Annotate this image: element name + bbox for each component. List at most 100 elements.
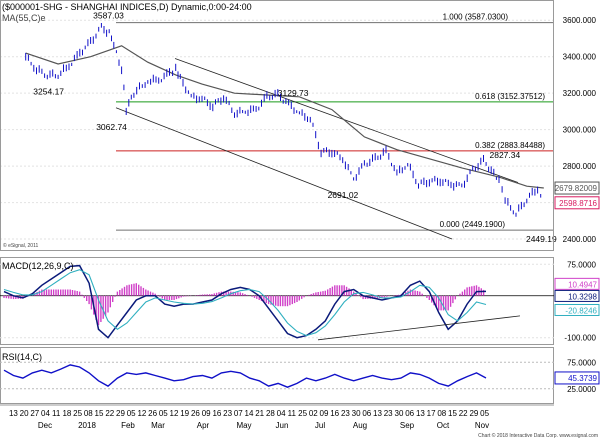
x-day-label: 06	[362, 409, 371, 418]
x-day-label: 17	[427, 409, 436, 418]
x-day-label: 15	[448, 409, 457, 418]
trend-channel	[115, 58, 519, 240]
x-day-label: 11	[52, 409, 61, 418]
price-value-badge-text: 2679.82009	[555, 184, 598, 193]
x-day-label: 12	[137, 409, 146, 418]
channel-upper-line	[174, 58, 519, 183]
x-day-label: 05	[480, 409, 489, 418]
price-y-tick: 2400.000	[563, 235, 597, 244]
x-day-label: 23	[384, 409, 393, 418]
footer-text: Chart © 2018 Interactive Data Corp. www.…	[478, 432, 598, 439]
rsi-value-badges: 45.3739	[554, 371, 600, 385]
x-day-label: 25	[73, 409, 82, 418]
rsi-grid	[0, 361, 554, 390]
x-day-label: 21	[255, 409, 264, 418]
channel-lower-line	[115, 107, 453, 240]
rsi-title: RSI(14,C)	[2, 352, 42, 362]
x-day-label: 08	[437, 409, 446, 418]
x-day-label: 12	[170, 409, 179, 418]
price-annotation: 2449.19	[526, 234, 557, 244]
price-annotation: 2827.34	[489, 150, 520, 160]
x-month-label: Dec	[38, 421, 52, 430]
rsi-y-axis: 75.0000 25.0000	[567, 358, 596, 394]
x-day-label: 16	[330, 409, 339, 418]
macd-panel-border	[0, 257, 554, 345]
x-day-label: 08	[84, 409, 93, 418]
price-y-tick: 3200.000	[563, 89, 597, 98]
x-day-label: 27	[30, 409, 39, 418]
price-panel: 1.000 (3587.0300) 0.618 (3152.37512) 0.382…	[0, 0, 600, 251]
x-month-label: Apr	[197, 421, 210, 430]
x-day-label: 15	[95, 409, 104, 418]
macd-value-badge	[554, 303, 600, 316]
x-month-label: Jun	[276, 421, 289, 430]
x-day-label: 11	[288, 409, 297, 418]
x-day-label: 09	[202, 409, 211, 418]
ma-line	[25, 45, 544, 189]
x-day-label: 22	[105, 409, 114, 418]
x-day-label: 04	[41, 409, 50, 418]
x-day-label: 29	[116, 409, 125, 418]
price-y-tick: 3400.000	[563, 53, 597, 62]
x-day-label: 22	[459, 409, 468, 418]
x-day-label: 18	[62, 409, 71, 418]
macd-y-tick: -100.000	[564, 334, 596, 343]
macd-value-badges: 10.4947 10.3298 -20.8246	[554, 277, 600, 316]
x-day-label: 28	[266, 409, 275, 418]
macd-value-badge	[554, 289, 600, 302]
x-axis-month-labels: Dec 2018 Feb Mar Apr May Jun Jul Aug Sep Oct Nov	[38, 421, 489, 430]
x-month-label: 2018	[78, 421, 96, 430]
macd-y-tick: 75.0000	[567, 260, 596, 269]
x-axis: 13 20 27 04 11 18 25 08 15 22 29 05 12 26 05 12 19 26 09 16…	[0, 404, 554, 430]
rsi-y-tick: 25.0000	[567, 385, 596, 394]
copyright-text: © eSignal, 2011	[3, 242, 39, 249]
x-month-label: Sep	[400, 421, 415, 430]
price-y-tick: 3000.000	[563, 126, 597, 135]
fib-level-label: 0.382 (2883.84488)	[475, 141, 545, 150]
price-bars	[25, 23, 542, 217]
x-day-label: 30	[395, 409, 404, 418]
x-day-label: 09	[320, 409, 329, 418]
rsi-y-tick: 75.0000	[567, 358, 596, 367]
price-annotation: 3129.73	[278, 88, 309, 98]
price-value-badge	[554, 196, 600, 210]
x-day-label: 13	[416, 409, 425, 418]
x-day-label: 30	[352, 409, 361, 418]
x-day-label: 05	[159, 409, 168, 418]
x-day-label: 23	[341, 409, 350, 418]
x-day-label: 25	[298, 409, 307, 418]
rsi-value-badge-text: 45.3739	[568, 374, 597, 383]
macd-signal-line	[3, 269, 487, 337]
price-annotation: 3587.03	[93, 11, 124, 21]
x-day-label: 29	[469, 409, 478, 418]
fib-level-label: 1.000 (3587.0300)	[443, 13, 509, 22]
rsi-line	[3, 364, 487, 388]
rsi-panel: 75.0000 25.0000 45.3739 RSI(14,C)	[0, 347, 600, 404]
price-panel-border	[0, 0, 554, 251]
price-y-tick: 3600.000	[563, 16, 597, 25]
x-day-label: 14	[245, 409, 254, 418]
price-value-badge	[554, 181, 600, 195]
macd-value-badge	[554, 277, 600, 290]
chart-title: ($000001-SHG - SHANGHAI INDICES,D) Dynam…	[2, 2, 252, 12]
price-y-tick: 2800.000	[563, 162, 597, 171]
x-day-label: 02	[309, 409, 318, 418]
rsi-series-line	[3, 364, 487, 388]
ma-label: MA(55,C)e	[2, 13, 46, 23]
price-annotation: 3254.17	[33, 86, 64, 96]
x-day-label: 13	[373, 409, 382, 418]
x-month-label: Aug	[353, 421, 367, 430]
ma-55-line	[25, 45, 544, 189]
price-annotations: 3587.03 3254.17 3062.74 3129.73 2827.34 2691.…	[33, 11, 557, 244]
fib-level-label: 0.000 (2449.1900)	[440, 220, 506, 229]
x-day-label: 26	[191, 409, 200, 418]
price-value-badge-text: 2598.8716	[559, 199, 597, 208]
x-day-label: 19	[180, 409, 189, 418]
x-month-label: Feb	[121, 421, 135, 430]
x-day-label: 16	[212, 409, 221, 418]
x-month-label: May	[236, 421, 251, 430]
x-month-label: Jul	[315, 421, 325, 430]
price-annotation: 3062.74	[96, 122, 127, 132]
